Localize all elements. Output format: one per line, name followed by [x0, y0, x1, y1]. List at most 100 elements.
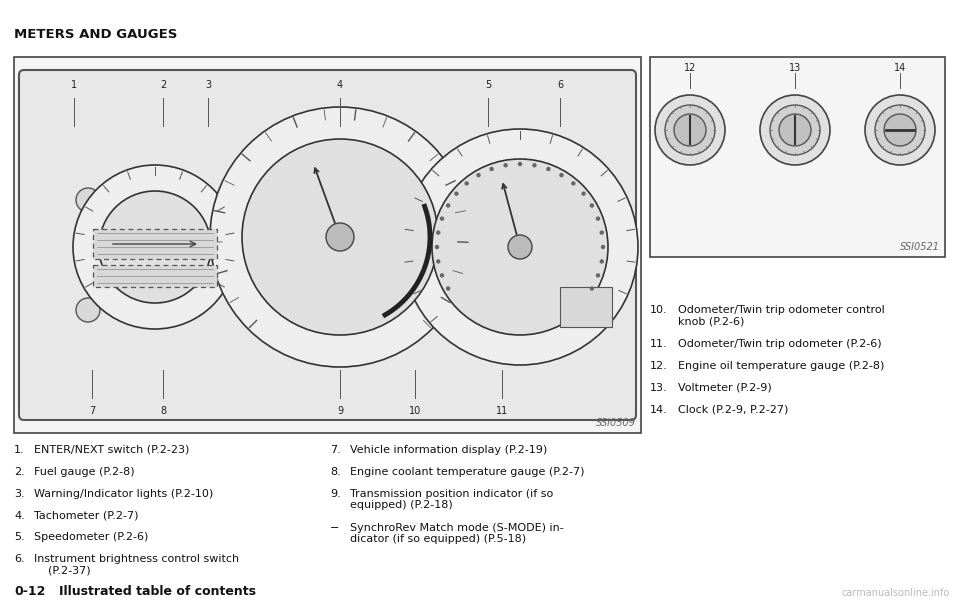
Circle shape: [600, 260, 603, 263]
Text: 8.: 8.: [330, 467, 341, 477]
Circle shape: [491, 167, 493, 170]
Text: 4.: 4.: [14, 511, 25, 521]
Circle shape: [436, 246, 439, 249]
Text: 0-12: 0-12: [14, 585, 45, 598]
Circle shape: [533, 164, 536, 167]
Circle shape: [547, 167, 550, 170]
Text: SSI0509: SSI0509: [596, 418, 636, 428]
Text: Engine oil temperature gauge (P.2-8): Engine oil temperature gauge (P.2-8): [678, 361, 884, 371]
Circle shape: [590, 204, 593, 207]
Circle shape: [441, 274, 444, 277]
Circle shape: [455, 192, 458, 195]
Circle shape: [76, 298, 100, 322]
Text: 6: 6: [557, 80, 564, 90]
Circle shape: [432, 159, 608, 335]
Text: METERS AND GAUGES: METERS AND GAUGES: [14, 28, 178, 41]
Text: 5.: 5.: [14, 533, 25, 543]
Text: 2.: 2.: [14, 467, 25, 477]
Text: 6.: 6.: [14, 554, 25, 565]
Circle shape: [588, 298, 612, 322]
Text: Warning/Indicator lights (P.2-10): Warning/Indicator lights (P.2-10): [34, 489, 213, 499]
Text: carmanualsonline.info: carmanualsonline.info: [842, 588, 950, 598]
Text: Engine coolant temperature gauge (P.2-7): Engine coolant temperature gauge (P.2-7): [350, 467, 585, 477]
Text: Transmission position indicator (if so
equipped) (P.2-18): Transmission position indicator (if so e…: [350, 489, 553, 510]
Text: 1.: 1.: [14, 445, 25, 455]
Text: Odometer/Twin trip odometer control
knob (P.2-6): Odometer/Twin trip odometer control knob…: [678, 305, 885, 327]
Circle shape: [99, 191, 211, 303]
Text: Clock (P.2-9, P.2-27): Clock (P.2-9, P.2-27): [678, 404, 788, 415]
Circle shape: [588, 188, 612, 212]
Text: 14.: 14.: [650, 404, 668, 415]
Circle shape: [210, 107, 470, 367]
Text: 9: 9: [337, 406, 343, 416]
Text: 3.: 3.: [14, 489, 25, 499]
Text: Voltmeter (P.2-9): Voltmeter (P.2-9): [678, 383, 772, 393]
Circle shape: [437, 260, 440, 263]
Text: Odometer/Twin trip odometer (P.2-6): Odometer/Twin trip odometer (P.2-6): [678, 339, 881, 349]
Text: 4: 4: [337, 80, 343, 90]
Text: 11.: 11.: [650, 339, 667, 349]
Text: Instrument brightness control switch
    (P.2-37): Instrument brightness control switch (P.…: [34, 554, 239, 576]
Bar: [650, 57, 945, 257]
Circle shape: [76, 188, 100, 212]
Circle shape: [446, 287, 449, 290]
Text: 11: 11: [496, 406, 508, 416]
Circle shape: [73, 165, 237, 329]
FancyBboxPatch shape: [93, 229, 217, 259]
Text: 12.: 12.: [650, 361, 668, 371]
Circle shape: [655, 95, 725, 165]
Text: 7: 7: [89, 406, 95, 416]
Bar: [14, 57, 641, 433]
Circle shape: [560, 174, 563, 177]
Text: Illustrated table of contents: Illustrated table of contents: [59, 585, 256, 598]
Text: 12: 12: [684, 63, 696, 73]
Circle shape: [590, 287, 593, 290]
Text: −: −: [330, 523, 340, 533]
Circle shape: [875, 105, 925, 155]
Circle shape: [572, 182, 575, 185]
Circle shape: [437, 231, 440, 234]
Circle shape: [600, 231, 603, 234]
Circle shape: [508, 235, 532, 259]
Circle shape: [477, 174, 480, 177]
Text: 13.: 13.: [650, 383, 667, 393]
Text: 14: 14: [894, 63, 906, 73]
Text: Speedometer (P.2-6): Speedometer (P.2-6): [34, 533, 149, 543]
Circle shape: [326, 223, 354, 251]
Text: 5: 5: [485, 80, 492, 90]
Circle shape: [596, 217, 599, 220]
FancyBboxPatch shape: [19, 70, 636, 420]
Text: SynchroRev Match mode (S-MODE) in-
dicator (if so equipped) (P.5-18): SynchroRev Match mode (S-MODE) in- dicat…: [350, 523, 564, 544]
Circle shape: [242, 139, 438, 335]
Circle shape: [504, 164, 507, 167]
Text: 9.: 9.: [330, 489, 341, 499]
Circle shape: [760, 95, 830, 165]
Text: 2: 2: [160, 80, 166, 90]
Text: 3: 3: [204, 80, 211, 90]
Circle shape: [779, 114, 811, 146]
Bar: [560, 287, 612, 327]
Text: ENTER/NEXT switch (P.2-23): ENTER/NEXT switch (P.2-23): [34, 445, 189, 455]
Circle shape: [884, 114, 916, 146]
Circle shape: [596, 274, 599, 277]
Circle shape: [402, 129, 638, 365]
Text: 1: 1: [71, 80, 77, 90]
Circle shape: [466, 182, 468, 185]
Text: 7.: 7.: [330, 445, 341, 455]
Circle shape: [865, 95, 935, 165]
Circle shape: [441, 217, 444, 220]
Circle shape: [674, 114, 706, 146]
Text: Tachometer (P.2-7): Tachometer (P.2-7): [34, 511, 138, 521]
FancyBboxPatch shape: [93, 265, 217, 287]
Text: 8: 8: [160, 406, 166, 416]
Circle shape: [518, 163, 521, 166]
Circle shape: [446, 204, 449, 207]
Circle shape: [582, 192, 585, 195]
Text: 13: 13: [789, 63, 802, 73]
Circle shape: [770, 105, 820, 155]
Text: SSI0521: SSI0521: [900, 242, 940, 252]
Text: 10.: 10.: [650, 305, 667, 315]
Circle shape: [665, 105, 715, 155]
Text: 10: 10: [409, 406, 421, 416]
Circle shape: [602, 246, 605, 249]
